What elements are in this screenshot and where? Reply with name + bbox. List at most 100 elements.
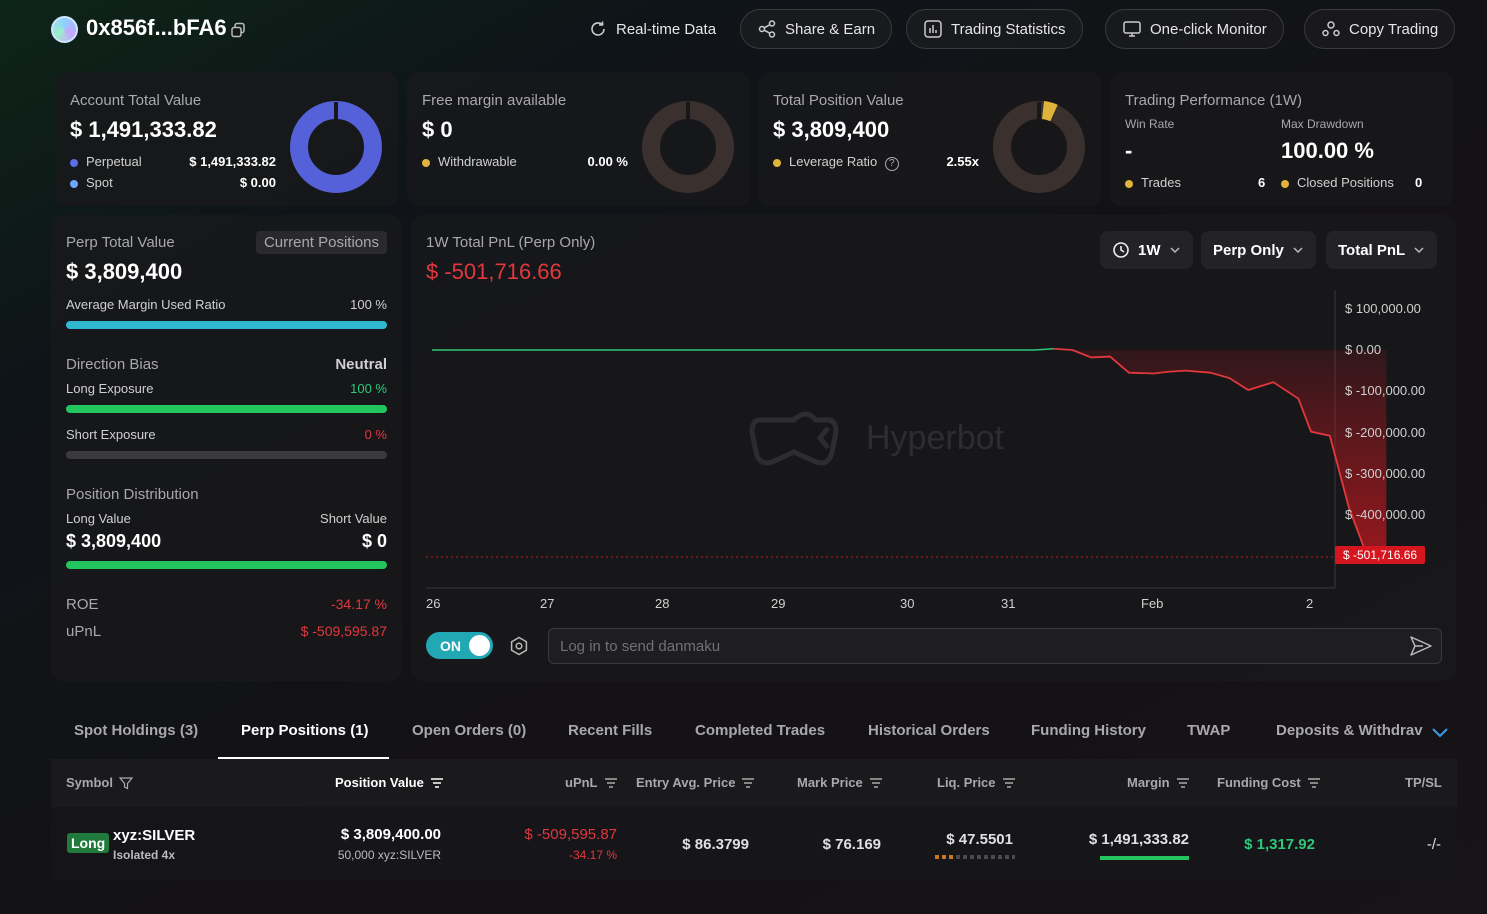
short-exposure-value: 0 %	[364, 427, 387, 442]
tab-6[interactable]: Funding History	[1031, 722, 1146, 739]
drawdown-value: 100.00 %	[1281, 138, 1374, 163]
trading-performance-card: Trading Performance (1W) Win Rate - Max …	[1110, 72, 1453, 206]
trades-label: Trades	[1141, 175, 1181, 190]
x-tick-label: 26	[426, 596, 441, 611]
current-positions-tag[interactable]: Current Positions	[255, 231, 387, 254]
long-exposure-label: Long Exposure	[66, 381, 154, 396]
trades-legend: Trades	[1125, 175, 1181, 190]
x-tick-label: 27	[540, 596, 555, 611]
winrate-label: Win Rate	[1125, 117, 1175, 131]
short-value: $ 0	[361, 531, 387, 551]
header-entry-label: Entry Avg. Price	[636, 775, 736, 790]
sort-icon	[869, 777, 882, 788]
header-margin-label: Margin	[1127, 775, 1170, 790]
header-mark-label: Mark Price	[797, 775, 863, 790]
danmaku-placeholder: Log in to send danmaku	[560, 638, 721, 655]
liq-price: $ 47.5501	[946, 831, 1013, 848]
pnl-chart-card	[411, 215, 1456, 681]
liq-risk-meter-empty	[956, 855, 1015, 859]
trading-statistics-button[interactable]: Trading Statistics	[906, 9, 1083, 49]
metric-select[interactable]: Total PnL	[1326, 231, 1438, 269]
position-distribution-label: Position Distribution	[66, 486, 199, 503]
spot-label: Spot	[86, 175, 113, 190]
x-tick-label: 29	[771, 596, 786, 611]
symbol-name[interactable]: xyz:SILVER	[113, 827, 196, 844]
tab-0[interactable]: Spot Holdings (3)	[74, 722, 199, 739]
margin-ratio-bar	[66, 321, 387, 329]
free-margin-label: Free margin available	[422, 92, 567, 109]
settings-icon[interactable]	[509, 636, 529, 656]
position-distribution-bar	[66, 561, 387, 569]
realtime-data-button[interactable]: Real-time Data	[572, 9, 732, 49]
x-tick-label: Feb	[1141, 596, 1164, 611]
header-margin[interactable]: Margin	[1127, 775, 1190, 790]
share-earn-button[interactable]: Share & Earn	[740, 9, 893, 49]
trades-value: 6	[1258, 175, 1266, 190]
x-tick-label: 28	[655, 596, 670, 611]
copy-icon[interactable]	[230, 22, 246, 38]
filter-icon[interactable]	[118, 776, 133, 790]
tab-5[interactable]: Historical Orders	[868, 722, 990, 739]
sort-icon	[604, 777, 617, 788]
account-total-value: $ 1,491,333.82	[70, 117, 217, 142]
perp-total-card: Perp Total Value Current Positions $ 3,8…	[51, 215, 402, 681]
header-mark-price[interactable]: Mark Price	[797, 775, 883, 790]
y-tick-label: $ -100,000.00	[1345, 383, 1426, 399]
tab-8[interactable]: Deposits & Withdrav	[1276, 722, 1423, 739]
long-value: $ 3,809,400	[66, 531, 162, 551]
perp-total-label: Perp Total Value	[66, 234, 175, 251]
tabs-expand-chevron-icon[interactable]	[1431, 725, 1449, 739]
roe-label: ROE	[66, 596, 99, 613]
position-size: 50,000 xyz:SILVER	[337, 848, 441, 862]
danmaku-input[interactable]: Log in to send danmaku	[548, 628, 1442, 664]
entry-price: $ 86.3799	[682, 836, 749, 853]
drawdown-label: Max Drawdown	[1281, 117, 1364, 131]
margin-mode: Isolated 4x	[113, 848, 176, 862]
copy-trading-button[interactable]: Copy Trading	[1304, 9, 1456, 49]
help-icon[interactable]: ?	[884, 157, 899, 171]
tab-7[interactable]: TWAP	[1187, 722, 1231, 739]
spot-legend: Spot	[70, 175, 113, 190]
chevron-down-icon	[1414, 247, 1424, 254]
tab-4[interactable]: Completed Trades	[695, 722, 826, 739]
withdrawable-legend: Withdrawable	[422, 154, 517, 169]
total-position-card: Total Position Value $ 3,809,400 Leverag…	[758, 72, 1101, 206]
closed-positions-label: Closed Positions	[1297, 175, 1394, 190]
period-select[interactable]: 1W	[1100, 231, 1193, 269]
header-liq-price[interactable]: Liq. Price	[937, 775, 1016, 790]
long-exposure-bar	[66, 405, 387, 413]
header-funding[interactable]: Funding Cost	[1217, 775, 1321, 790]
refresh-icon	[591, 21, 605, 36]
y-tick-label: $ -200,000.00	[1345, 424, 1426, 440]
send-icon[interactable]	[1409, 635, 1433, 657]
winrate-value: -	[1125, 138, 1133, 163]
scope-select[interactable]: Perp Only	[1201, 231, 1316, 269]
header-position-value[interactable]: Position Value	[335, 775, 444, 790]
tab-3[interactable]: Recent Fills	[568, 722, 653, 739]
margin-bar	[1100, 856, 1189, 860]
tpsl-cell[interactable]: -/-	[1426, 836, 1441, 853]
table-header-bg	[51, 759, 1457, 807]
tab-1[interactable]: Perp Positions (1)	[241, 722, 369, 739]
free-margin-card: Free margin available $ 0 Withdrawable 0…	[407, 72, 750, 206]
watermark-text: Hyperbot	[866, 419, 1005, 457]
upnl-label: uPnL	[66, 623, 102, 640]
total-position-value: $ 3,809,400	[773, 117, 890, 142]
account-donut	[290, 101, 382, 193]
short-value-label: Short Value	[320, 511, 387, 526]
one-click-monitor-button[interactable]: One-click Monitor	[1105, 9, 1284, 49]
header-entry-price[interactable]: Entry Avg. Price	[636, 775, 755, 790]
header-upnl-label: uPnL	[565, 775, 598, 790]
performance-label: Trading Performance (1W)	[1125, 92, 1302, 109]
header-tpsl-label: TP/SL	[1405, 775, 1442, 790]
header-symbol[interactable]: Symbol	[66, 775, 133, 790]
tab-2[interactable]: Open Orders (0)	[412, 722, 527, 739]
danmaku-toggle[interactable]: ON	[426, 632, 493, 659]
header-upnl[interactable]: uPnL	[565, 775, 618, 790]
x-tick-label: 2	[1306, 596, 1314, 611]
share-earn-label: Share & Earn	[785, 20, 876, 38]
closed-positions-value: 0	[1415, 175, 1423, 190]
sort-icon	[742, 777, 755, 788]
copy-trading-label: Copy Trading	[1349, 20, 1439, 38]
spot-value: $ 0.00	[239, 175, 276, 190]
